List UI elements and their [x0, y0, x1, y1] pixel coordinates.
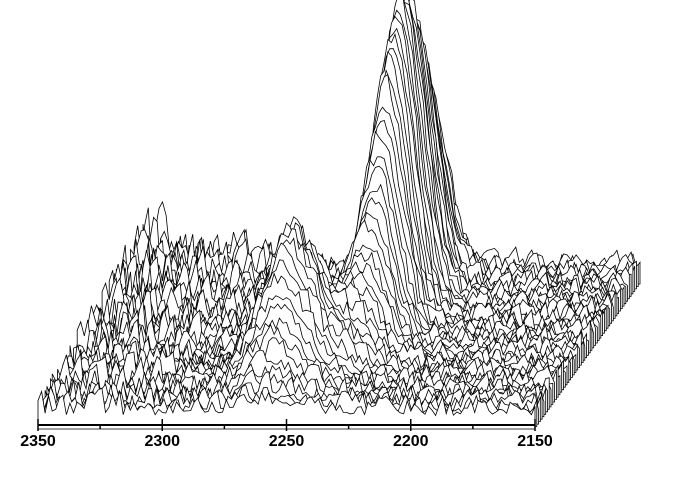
traces: [37, 0, 641, 430]
tick-label: 2300: [144, 433, 180, 450]
tick-label: 2250: [269, 433, 305, 450]
x-axis: 2350 2300 2250 2200 2150: [20, 419, 553, 450]
tick-label: 2350: [20, 433, 56, 450]
tick-label: 2150: [517, 433, 553, 450]
spectrum-trace: [37, 387, 536, 430]
tick-label: 2200: [393, 433, 429, 450]
